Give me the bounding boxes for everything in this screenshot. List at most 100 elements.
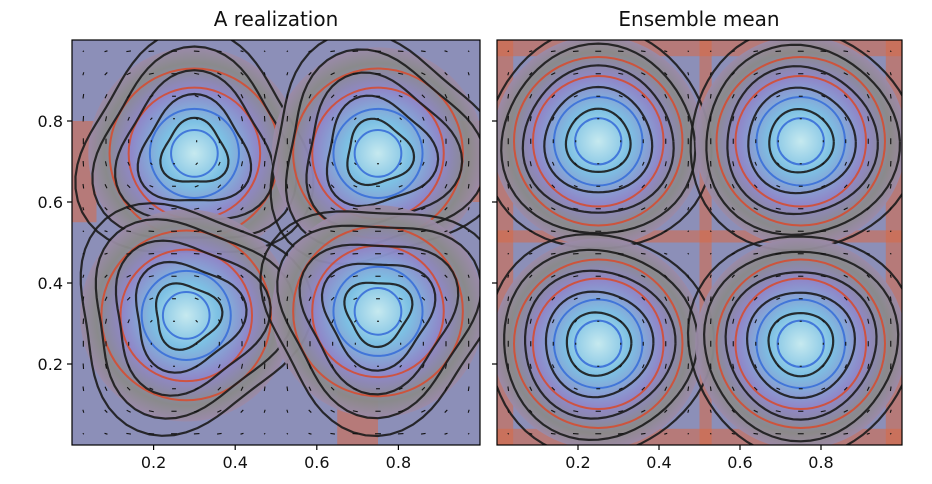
velocity-arrow bbox=[507, 207, 510, 211]
velocity-arrow bbox=[753, 432, 759, 435]
x-tick-label: 0.4 bbox=[646, 453, 671, 472]
velocity-arrow bbox=[240, 72, 244, 76]
velocity-arrow bbox=[889, 274, 892, 278]
velocity-arrow bbox=[507, 183, 510, 189]
velocity-arrow bbox=[709, 274, 712, 278]
velocity-arrow bbox=[149, 297, 154, 301]
velocity-arrow bbox=[529, 363, 532, 369]
velocity-arrow bbox=[529, 161, 532, 167]
streamline bbox=[155, 282, 224, 351]
velocity-arrow bbox=[330, 230, 336, 233]
velocity-arrow bbox=[286, 296, 289, 302]
velocity-arrow bbox=[843, 296, 848, 301]
velocity-arrow bbox=[467, 230, 470, 233]
velocity-arrow bbox=[573, 72, 579, 75]
velocity-arrow bbox=[754, 364, 758, 369]
velocity-arrow bbox=[217, 207, 222, 211]
velocity-arrow bbox=[308, 184, 312, 189]
velocity-arrow bbox=[640, 432, 646, 435]
contour-line bbox=[734, 74, 868, 208]
vortex-cell bbox=[88, 47, 301, 260]
velocity-arrow bbox=[687, 50, 690, 53]
velocity-arrow bbox=[398, 72, 404, 75]
velocity-arrow bbox=[821, 319, 825, 323]
velocity-arrow bbox=[529, 252, 533, 255]
velocity-arrow bbox=[731, 94, 735, 99]
velocity-arrow bbox=[353, 117, 357, 121]
velocity-arrow bbox=[664, 184, 668, 189]
velocity-arrow bbox=[866, 72, 870, 76]
velocity-arrow bbox=[194, 297, 199, 301]
velocity-arrow bbox=[775, 207, 781, 210]
velocity-arrow bbox=[731, 207, 735, 211]
velocity-arrow bbox=[551, 207, 556, 211]
velocity-arrow bbox=[263, 207, 266, 211]
velocity-arrow bbox=[687, 207, 690, 211]
streamline bbox=[565, 311, 633, 377]
velocity-arrow bbox=[641, 94, 646, 99]
velocity-arrow bbox=[240, 252, 244, 255]
velocity-arrow bbox=[148, 72, 154, 75]
velocity-arrow bbox=[420, 432, 426, 435]
velocity-arrow bbox=[573, 297, 578, 301]
velocity-arrow bbox=[753, 386, 758, 391]
streamline bbox=[134, 260, 248, 374]
velocity-arrow bbox=[467, 432, 470, 435]
streamline bbox=[544, 290, 655, 399]
velocity-arrow bbox=[641, 72, 646, 76]
x-tick-label: 0.2 bbox=[141, 453, 166, 472]
y-tick-label: 0.8 bbox=[38, 112, 63, 131]
velocity-arrow bbox=[263, 183, 266, 189]
streamline bbox=[320, 262, 437, 372]
velocity-arrow bbox=[507, 274, 510, 278]
velocity-arrow bbox=[217, 274, 222, 278]
velocity-arrow bbox=[126, 184, 131, 189]
velocity-arrow bbox=[687, 296, 690, 302]
contour-line bbox=[531, 74, 665, 208]
velocity-arrow bbox=[240, 363, 244, 369]
velocity-arrow bbox=[664, 252, 668, 255]
velocity-arrow bbox=[664, 386, 668, 391]
velocity-arrow bbox=[104, 72, 108, 76]
velocity-arrow bbox=[104, 409, 108, 413]
velocity-arrow bbox=[731, 72, 735, 76]
velocity-arrow bbox=[843, 409, 848, 413]
velocity-arrow bbox=[82, 296, 85, 302]
velocity-arrow bbox=[618, 207, 624, 210]
velocity-arrow bbox=[709, 50, 712, 53]
contour-line bbox=[776, 117, 825, 166]
velocity-arrow bbox=[286, 93, 289, 99]
velocity-arrow bbox=[753, 184, 758, 189]
velocity-arrow bbox=[149, 364, 153, 368]
plot-area bbox=[72, 40, 480, 445]
velocity-arrow bbox=[889, 296, 892, 302]
velocity-arrow bbox=[551, 94, 556, 99]
velocity-arrow bbox=[195, 117, 199, 121]
velocity-arrow bbox=[709, 93, 712, 99]
velocity-arrow bbox=[148, 275, 154, 278]
velocity-arrow bbox=[573, 275, 579, 278]
velocity-arrow bbox=[820, 410, 826, 413]
contour-line bbox=[574, 319, 623, 368]
velocity-arrow bbox=[753, 252, 759, 255]
streamline bbox=[500, 42, 697, 235]
velocity-arrow bbox=[218, 161, 221, 166]
velocity-arrow bbox=[263, 274, 266, 278]
velocity-arrow bbox=[421, 296, 426, 301]
velocity-arrow bbox=[331, 319, 334, 324]
velocity-arrow bbox=[507, 409, 510, 413]
velocity-arrow bbox=[149, 387, 154, 391]
velocity-arrow bbox=[618, 297, 623, 301]
velocity-arrow bbox=[843, 386, 848, 391]
streamline bbox=[259, 210, 480, 438]
velocity-arrow bbox=[444, 296, 448, 301]
velocity-arrow bbox=[889, 252, 892, 255]
velocity-arrow bbox=[216, 50, 222, 53]
velocity-arrow bbox=[263, 409, 266, 413]
velocity-arrow bbox=[240, 296, 244, 301]
velocity-arrow bbox=[866, 184, 870, 189]
velocity-arrow bbox=[529, 50, 533, 53]
velocity-arrow bbox=[444, 94, 448, 99]
velocity-arrow bbox=[641, 184, 646, 189]
velocity-arrow bbox=[866, 50, 870, 53]
